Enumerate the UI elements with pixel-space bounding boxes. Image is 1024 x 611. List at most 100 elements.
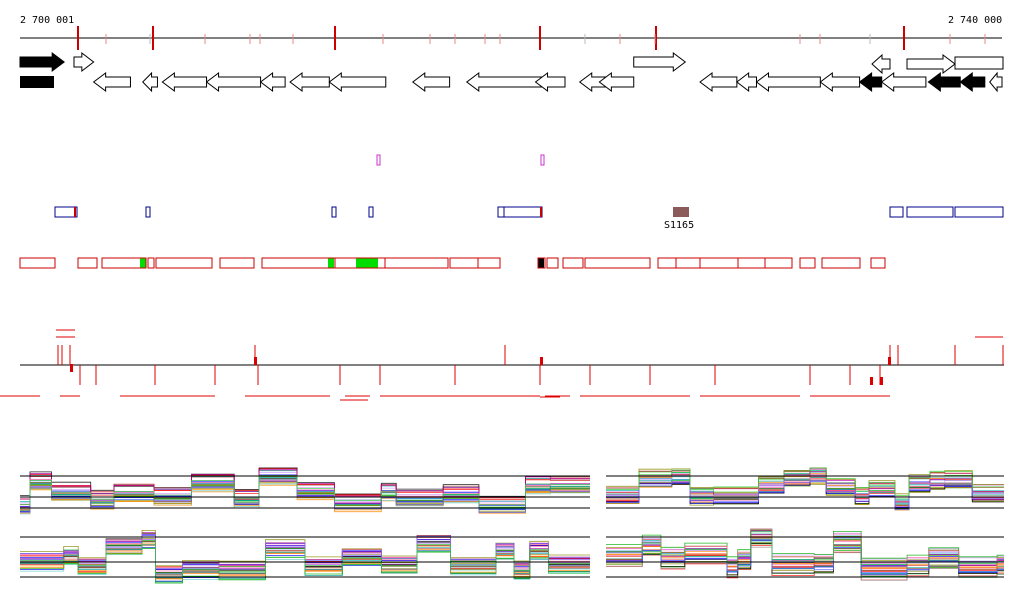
profile-series [606,528,1004,559]
segment-block [870,377,873,385]
srna-box [145,206,151,218]
operon-box [764,257,793,269]
gene-arrow [289,72,330,92]
gene-arrow [927,72,961,92]
profile-series [20,472,590,504]
srna-box [503,206,543,218]
operon-box [219,257,255,269]
gene-arrow [259,72,286,92]
expression-profile-track [20,467,1004,584]
operon-box [562,257,584,269]
profile-panel [606,528,1004,581]
profile-series [20,540,590,574]
profile-series [606,482,1004,509]
segment-track [0,329,1004,401]
gene-arrow [465,72,546,92]
profile-series [20,469,590,500]
srna-box [954,206,1004,218]
srna-block-label: S1165 [664,220,694,231]
gene-arrow [755,72,821,92]
operon-box [870,257,886,269]
profile-series [606,528,1004,564]
gene-arrow [19,52,65,72]
profile-series [606,537,1004,571]
segment-block [888,357,891,365]
profile-series [606,531,1004,565]
segment-block [70,364,73,372]
srna-box [54,206,76,218]
misc-feature-mark [376,154,381,166]
gene-arrow [598,72,635,92]
gene-arrow [92,72,131,92]
operon-box [449,257,479,269]
ruler-start-label: 2 700 001 [20,15,74,26]
operon-box [699,257,739,269]
operon-black-block [538,258,544,268]
operon-box [477,257,501,269]
operon-box [77,257,98,269]
coordinate-ruler: 2 700 001 2 740 000 [20,15,1002,50]
gene-arrow [954,56,1004,70]
operon-box [546,257,559,269]
profile-series [606,542,1004,578]
operon-box [155,257,213,269]
operon-box [537,257,546,269]
profile-series [606,467,1004,496]
operon-green-block [140,258,146,268]
operon-green-block [356,258,378,268]
misc-feature-mark [540,154,545,166]
gene-arrow [161,72,208,92]
operon-box [101,257,147,269]
gene-arrow [858,72,883,92]
gene-arrow [328,72,387,92]
profile-series [20,479,590,513]
gene-arrow [699,72,738,92]
profile-panel [20,530,590,584]
gene-arrow [633,52,687,72]
segment-block [254,357,257,365]
operon-box [657,257,677,269]
operon-box [19,257,56,269]
gene-arrow [880,72,927,92]
gene-track [19,51,1004,93]
ruler-ticks [77,26,986,50]
gene-arrow [959,72,986,92]
misc-feature-track [376,154,545,166]
gene-arrow [871,53,891,75]
operon-box [799,257,816,269]
operon-box [821,257,861,269]
profile-series [606,476,1004,506]
operon-box [261,257,336,269]
operon-box [147,257,155,269]
gene-arrow [906,54,956,74]
segment-block [540,357,543,365]
profile-panel [20,467,590,515]
operon-box [384,257,449,269]
srna-track: S1165 [54,206,1004,231]
profile-series [606,542,1004,576]
profile-series [606,528,1004,560]
srna-box [889,206,904,218]
profile-series [606,536,1004,569]
gene-arrow [142,71,158,93]
operon-box [584,257,651,269]
srna-box [497,206,505,218]
gene-arrow [205,72,262,92]
segment-block [880,377,883,385]
srna-box [368,206,374,218]
operon-box [675,257,701,269]
profile-panel [606,467,1004,511]
gene-arrow [819,72,861,92]
gene-arrow [736,71,757,93]
operon-green-block [328,258,334,268]
operon-track [19,257,886,269]
gene-arrow [73,51,95,73]
gene-arrow [534,72,566,92]
srna-block-s1165[interactable] [673,207,689,217]
srna-box [906,206,954,218]
gene-block [20,76,54,88]
gene-arrow [411,72,451,92]
ruler-end-label: 2 740 000 [948,15,1002,26]
operon-box [737,257,766,269]
